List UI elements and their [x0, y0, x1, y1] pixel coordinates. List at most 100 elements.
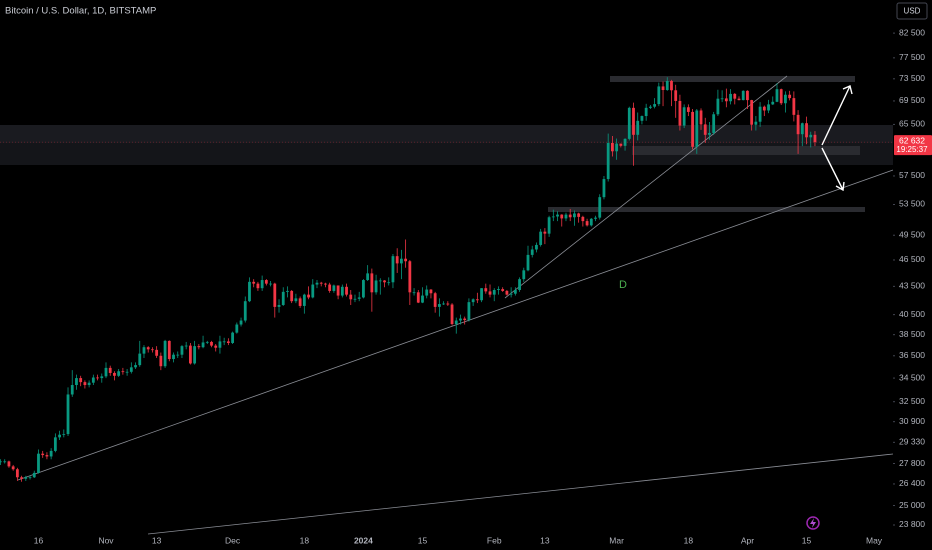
- candle-body: [497, 289, 500, 291]
- candles: [0, 77, 817, 482]
- icon-bolt[interactable]: [810, 518, 816, 528]
- candle-body: [357, 297, 361, 299]
- y-tick-label: 26 400: [899, 478, 925, 488]
- candle-body: [661, 86, 665, 91]
- y-tick-label: 29 330: [899, 437, 925, 447]
- candle-body: [720, 98, 724, 100]
- candle-body: [796, 114, 800, 135]
- candle-body: [640, 116, 644, 121]
- y-tick-label: 57 500: [899, 170, 925, 180]
- candle-body: [446, 303, 450, 305]
- candle-body: [678, 100, 682, 126]
- candle-body: [151, 349, 154, 351]
- candle-body: [644, 107, 648, 117]
- candle-body: [526, 254, 530, 271]
- candle-body: [437, 304, 441, 307]
- candle-body: [573, 213, 576, 218]
- candle-body: [568, 214, 572, 218]
- candle-body: [737, 98, 741, 101]
- candle-body: [340, 286, 344, 296]
- candle-body: [302, 294, 306, 306]
- candle-body: [636, 120, 640, 135]
- candle-body: [518, 279, 521, 291]
- candle-body: [741, 90, 745, 101]
- candle-body: [746, 90, 749, 101]
- candle-body: [805, 123, 808, 138]
- y-axis: 82 500 77 500 73 500 69 500 65 500 57 500 53 5…: [893, 27, 925, 529]
- logo-icon[interactable]: [806, 516, 820, 530]
- price-label-box: [894, 135, 932, 156]
- candle-body: [400, 258, 403, 264]
- currency-button[interactable]: [896, 2, 928, 20]
- candle-body: [353, 298, 357, 300]
- x-tick-label: May: [866, 535, 883, 545]
- x-tick-label: 2024: [354, 535, 373, 545]
- candle-body: [535, 244, 538, 250]
- candle-body: [189, 345, 192, 364]
- candle-body: [315, 282, 319, 285]
- candle-body: [298, 298, 302, 306]
- candle-body: [20, 477, 23, 479]
- price-label: 62 632: [899, 135, 925, 145]
- candle-body: [239, 320, 243, 325]
- candle-body: [463, 318, 467, 321]
- candle-body: [547, 217, 551, 234]
- candle-body: [581, 216, 585, 222]
- candle-body: [28, 477, 32, 479]
- drawings: [0, 75, 894, 535]
- candle-body: [214, 345, 218, 348]
- zone: [610, 76, 855, 82]
- icon-ring[interactable]: [806, 516, 820, 530]
- candle-body: [530, 249, 534, 255]
- x-tick-label: 18: [300, 535, 310, 545]
- candle-body: [809, 134, 813, 138]
- candle-body: [395, 256, 399, 264]
- candle-body: [767, 104, 770, 111]
- candle-body: [416, 292, 420, 303]
- x-tick-label: 18: [684, 535, 694, 545]
- candle-body: [66, 394, 70, 435]
- candle-body: [699, 110, 703, 125]
- candle-body: [307, 294, 310, 298]
- candle-body: [45, 455, 49, 457]
- candle-body: [378, 280, 382, 282]
- candle-body: [70, 385, 74, 395]
- candle-body: [594, 217, 597, 219]
- candle-body: [539, 231, 543, 245]
- candle-body: [762, 106, 766, 111]
- candle-body: [412, 292, 416, 294]
- candle-body: [708, 132, 711, 135]
- candle-body: [138, 353, 142, 366]
- candle-body: [226, 341, 230, 343]
- candle-body: [657, 86, 661, 105]
- x-axis: 16 Nov 13 Dec 18 2024 15 Feb 13 Mar 18 Apr 15 May: [34, 535, 883, 545]
- x-tick-label: Dec: [225, 535, 241, 545]
- candle-body: [260, 280, 264, 289]
- candle-body: [374, 280, 378, 293]
- candle-body: [712, 114, 716, 133]
- candle-body: [627, 107, 631, 139]
- candle-body: [509, 293, 513, 295]
- candle-body: [134, 365, 137, 368]
- candle-body: [492, 290, 496, 295]
- candle-body: [235, 324, 239, 333]
- candle-body: [210, 341, 213, 346]
- y-tick-label: 43 500: [899, 281, 925, 291]
- candle-body: [471, 299, 475, 303]
- candle-body: [387, 282, 391, 284]
- candle-body: [277, 304, 281, 307]
- candle-body: [193, 346, 197, 364]
- candle-body: [648, 106, 652, 108]
- currency[interactable]: USD: [904, 7, 921, 16]
- candle-body: [163, 340, 167, 367]
- candle-body: [91, 377, 95, 383]
- y-tick-label: 69 500: [899, 95, 925, 105]
- candle-body: [58, 434, 61, 438]
- candle-body: [682, 107, 686, 126]
- candle-body: [813, 134, 817, 143]
- candle-body: [113, 372, 116, 376]
- x-tick-label: 15: [418, 535, 428, 545]
- candle-body: [345, 286, 348, 295]
- candle-body: [15, 469, 19, 478]
